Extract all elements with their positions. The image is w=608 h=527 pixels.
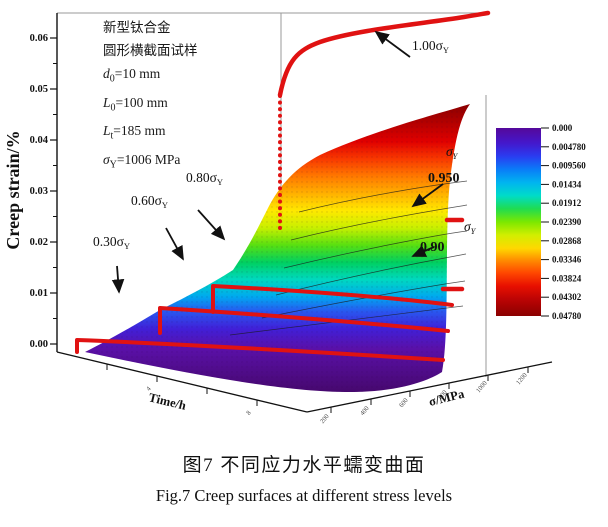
colorbar-ticks — [541, 127, 549, 317]
y-axis-minor-ticks — [53, 63, 57, 319]
colorbar-tick-label: 0.04302 — [552, 292, 582, 302]
surface-mesh-texture — [85, 104, 470, 392]
label-0.60sigmaY: 0.60σY — [131, 193, 168, 210]
label-sigmaY-upper: σY — [446, 144, 459, 161]
time-axis-line — [56, 351, 308, 413]
specimen-info-box: 新型钛合金 圆形横截面试样 d0=10 mm L0=100 mm Lt=185 … — [103, 16, 198, 177]
stress-tick-400: 400 — [359, 405, 371, 417]
stress-tick-200: 200 — [319, 413, 331, 425]
y-tick-0.05: 0.05 — [30, 84, 48, 95]
y-tick-0.00: 0.00 — [30, 339, 48, 350]
label-0.80sigmaY: 0.80σY — [186, 170, 223, 187]
creep-surface-plot: 0.00 0.01 0.02 0.03 0.04 0.05 0.06 Creep… — [3, 10, 586, 425]
colorbar-tick-label: 0.02390 — [552, 217, 582, 227]
label-0.30sigmaY: 0.30σY — [93, 234, 130, 251]
creep-surface — [85, 104, 470, 392]
stress-axis-ticks — [330, 367, 529, 413]
y-tick-0.02: 0.02 — [30, 237, 48, 248]
time-tick-label-2: 8 — [245, 410, 252, 417]
stress-level-annotations: 1.00σY 0.80σY 0.60σY 0.30σY σY 0.950 σY … — [93, 30, 477, 294]
arrow-0.60sigmaY — [165, 227, 184, 261]
y-tick-0.01: 0.01 — [30, 288, 48, 299]
creep-curve-1.00sigmaY — [277, 10, 491, 98]
arrow-0.90sigmaY — [411, 245, 435, 257]
colorbar-tick-label: 0.004780 — [552, 142, 586, 152]
surface-contour-lines — [229, 180, 468, 336]
colorbar-tick-label: 0.01912 — [552, 198, 582, 208]
creep-curves — [75, 10, 491, 362]
stress-tick-800: 800 — [437, 389, 449, 401]
colorbar-tick-label: 0.000 — [552, 123, 573, 133]
stress-axis-label: σ/MPa — [427, 386, 466, 408]
caption-chinese: 图7 不同应力水平蠕变曲面 — [182, 455, 426, 476]
y-tick-0.06: 0.06 — [30, 33, 48, 44]
y-axis-major-ticks — [50, 37, 57, 345]
y-tick-0.03: 0.03 — [30, 186, 48, 197]
plot-box-frame — [57, 12, 487, 377]
label-0.950: 0.950 — [428, 171, 460, 186]
time-tick-label-1: 4 — [145, 385, 153, 393]
creep-curve-0.60sigmaY — [158, 306, 450, 335]
stress-tick-1200: 1200 — [515, 372, 529, 386]
info-cross-section: 圆形横截面试样 — [103, 43, 198, 58]
stress-tick-1000: 1000 — [475, 380, 489, 394]
stress-tick-600: 600 — [398, 397, 410, 409]
arrow-0.80sigmaY — [197, 209, 226, 241]
y-tick-0.04: 0.04 — [30, 135, 49, 146]
colorbar-tick-label: 0.03346 — [552, 255, 582, 265]
time-axis-label: Time/h — [147, 390, 187, 412]
label-0.90: 0.90 — [420, 240, 445, 255]
info-sigmaY: σY=1006 MPa — [103, 152, 181, 171]
caption-english: Fig.7 Creep surfaces at different stress… — [155, 486, 453, 505]
info-Lt: Lt=185 mm — [103, 123, 166, 143]
info-d0: d0=10 mm — [103, 66, 161, 85]
arrow-0.950sigmaY — [411, 183, 444, 208]
label-sigmaY-lower: σY — [464, 219, 477, 236]
time-axis-ticks — [106, 364, 258, 406]
annotation-arrows — [111, 30, 444, 294]
colorbar-tick-label: 0.01434 — [552, 179, 582, 189]
stress-axis-line — [306, 361, 553, 413]
arrow-1.00sigmaY — [374, 30, 411, 58]
colorbar-tick-label: 0.009560 — [552, 161, 586, 171]
info-material: 新型钛合金 — [103, 20, 171, 35]
colorbar-tick-label: 0.04780 — [552, 311, 582, 321]
arrow-0.30sigmaY — [111, 265, 125, 294]
colorbar: 0.000 0.004780 0.009560 0.01434 0.01912 … — [496, 123, 586, 321]
info-L0: L0=100 mm — [103, 94, 168, 114]
colorbar-tick-label: 0.03824 — [552, 273, 582, 283]
creep-curve-0.30sigmaY — [75, 338, 445, 362]
colorbar-gradient — [496, 128, 541, 316]
y-axis: 0.00 0.01 0.02 0.03 0.04 0.05 0.06 Creep… — [3, 13, 58, 352]
label-1.00sigmaY: 1.00σY — [412, 38, 449, 55]
y-axis-label: Creep strain/% — [3, 130, 23, 249]
colorbar-tick-label: 0.02868 — [552, 236, 582, 246]
creep-curve-0.80sigmaY — [211, 284, 454, 314]
